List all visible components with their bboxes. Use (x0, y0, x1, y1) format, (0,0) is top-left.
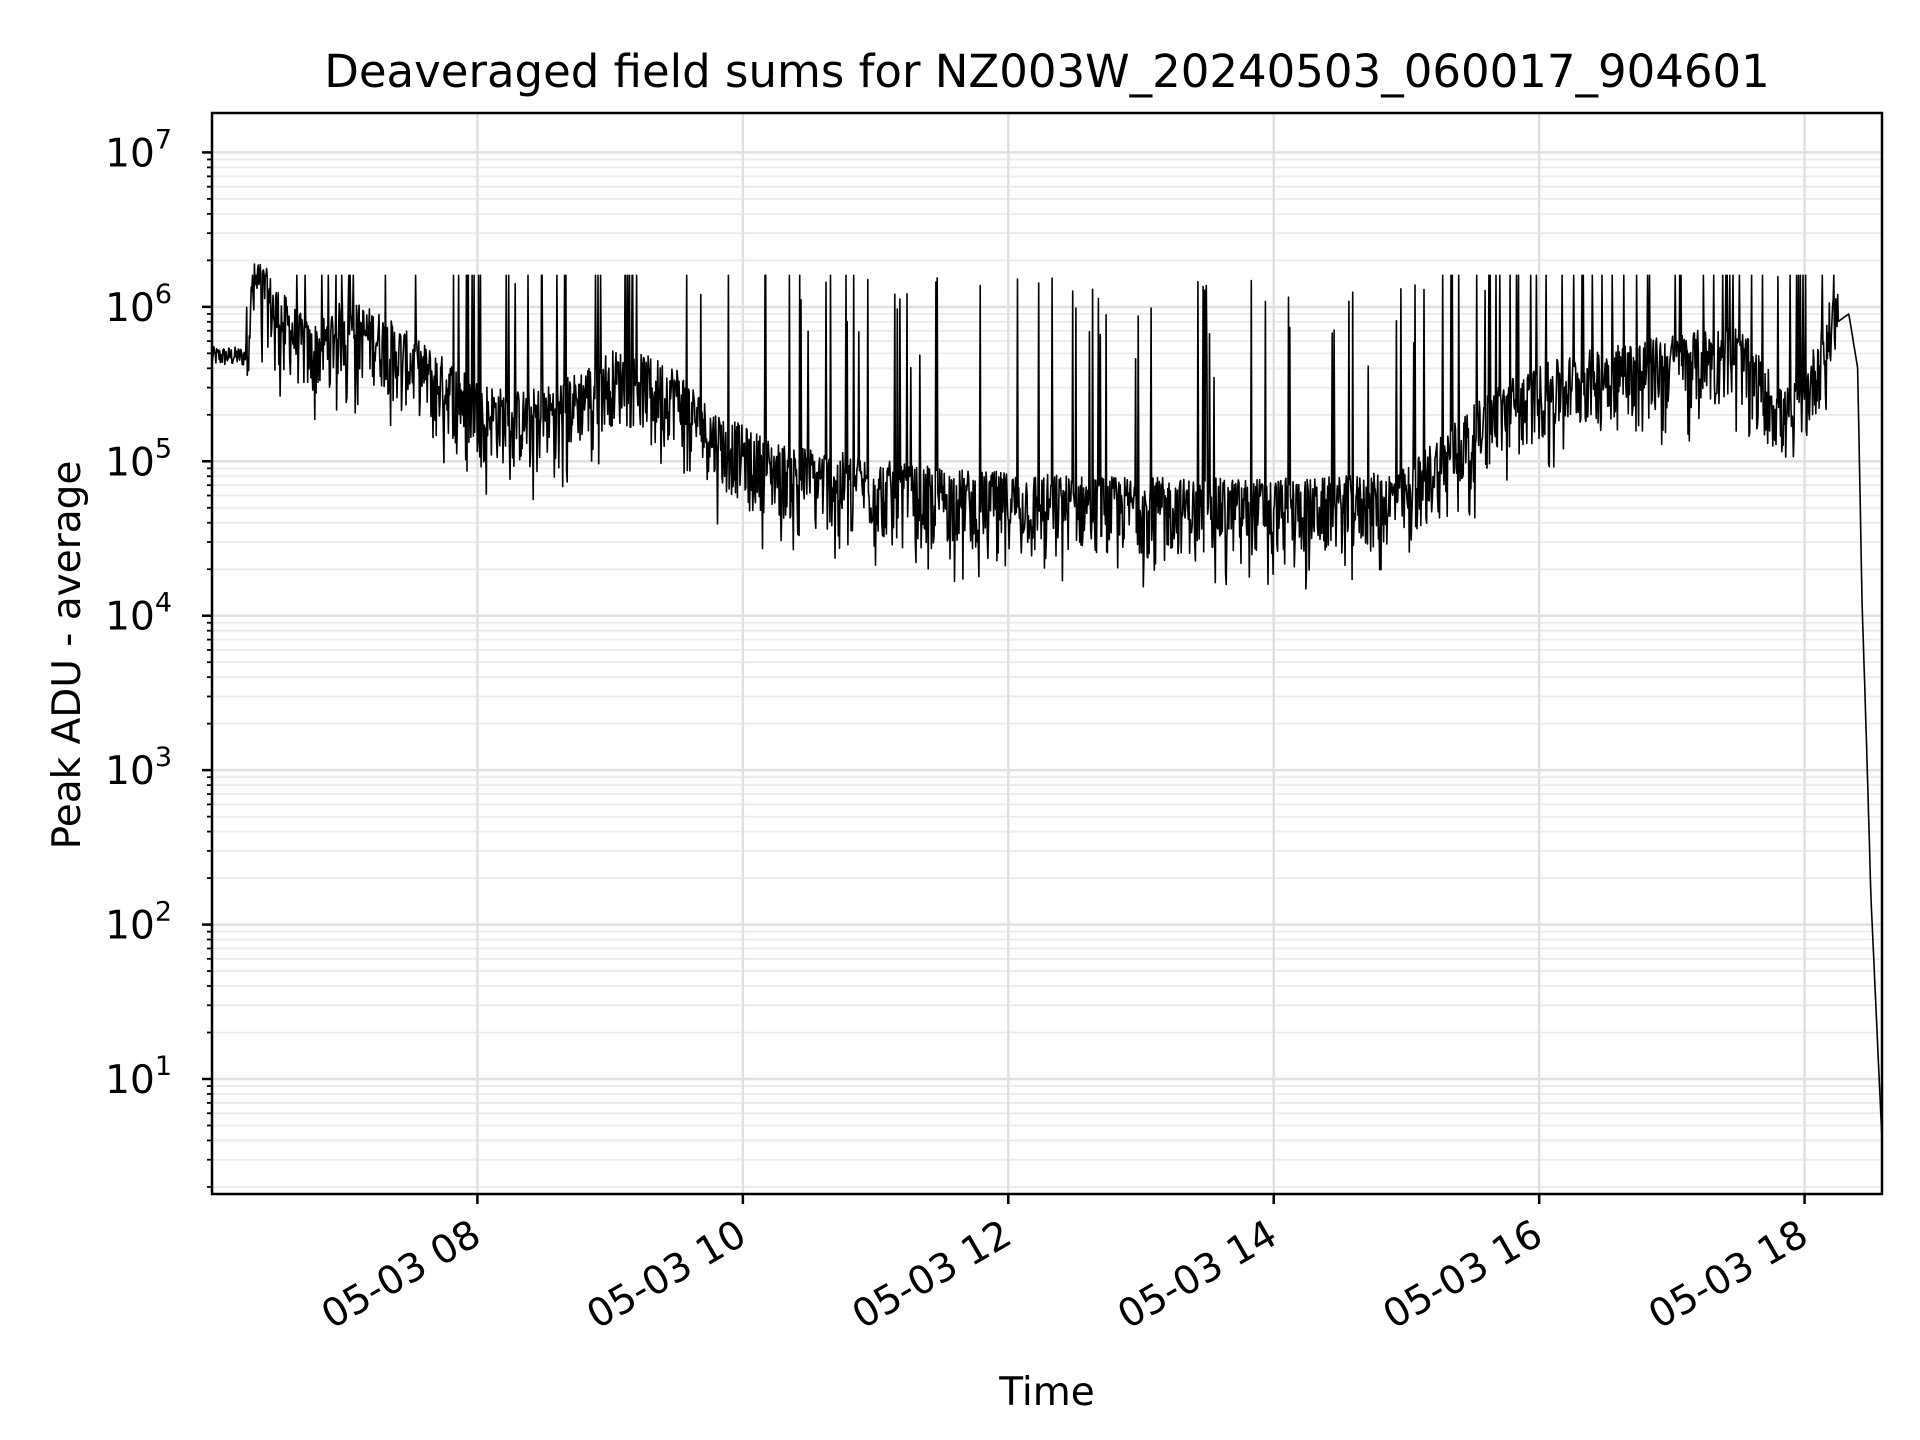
y-tick-label: 104 (105, 588, 172, 640)
y-tick-label: 105 (105, 433, 172, 485)
series-layer (211, 263, 1883, 1141)
plot-frame (210, 111, 1884, 1196)
chart-title: Deaveraged field sums for NZ003W_2024050… (324, 45, 1770, 98)
y-tick-label: 107 (105, 124, 172, 176)
y-tick-label: 101 (105, 1051, 172, 1103)
y-axis-label: Peak ADU - average (45, 461, 90, 850)
series-line (211, 263, 1883, 1141)
y-axis: 101 102 103 104 105 106 107 (105, 124, 212, 1188)
x-axis-label: Time (998, 1370, 1094, 1415)
y-tick-label: 102 (105, 897, 172, 949)
y-tick-label: 106 (105, 279, 172, 331)
y-tick-label: 103 (105, 742, 172, 794)
